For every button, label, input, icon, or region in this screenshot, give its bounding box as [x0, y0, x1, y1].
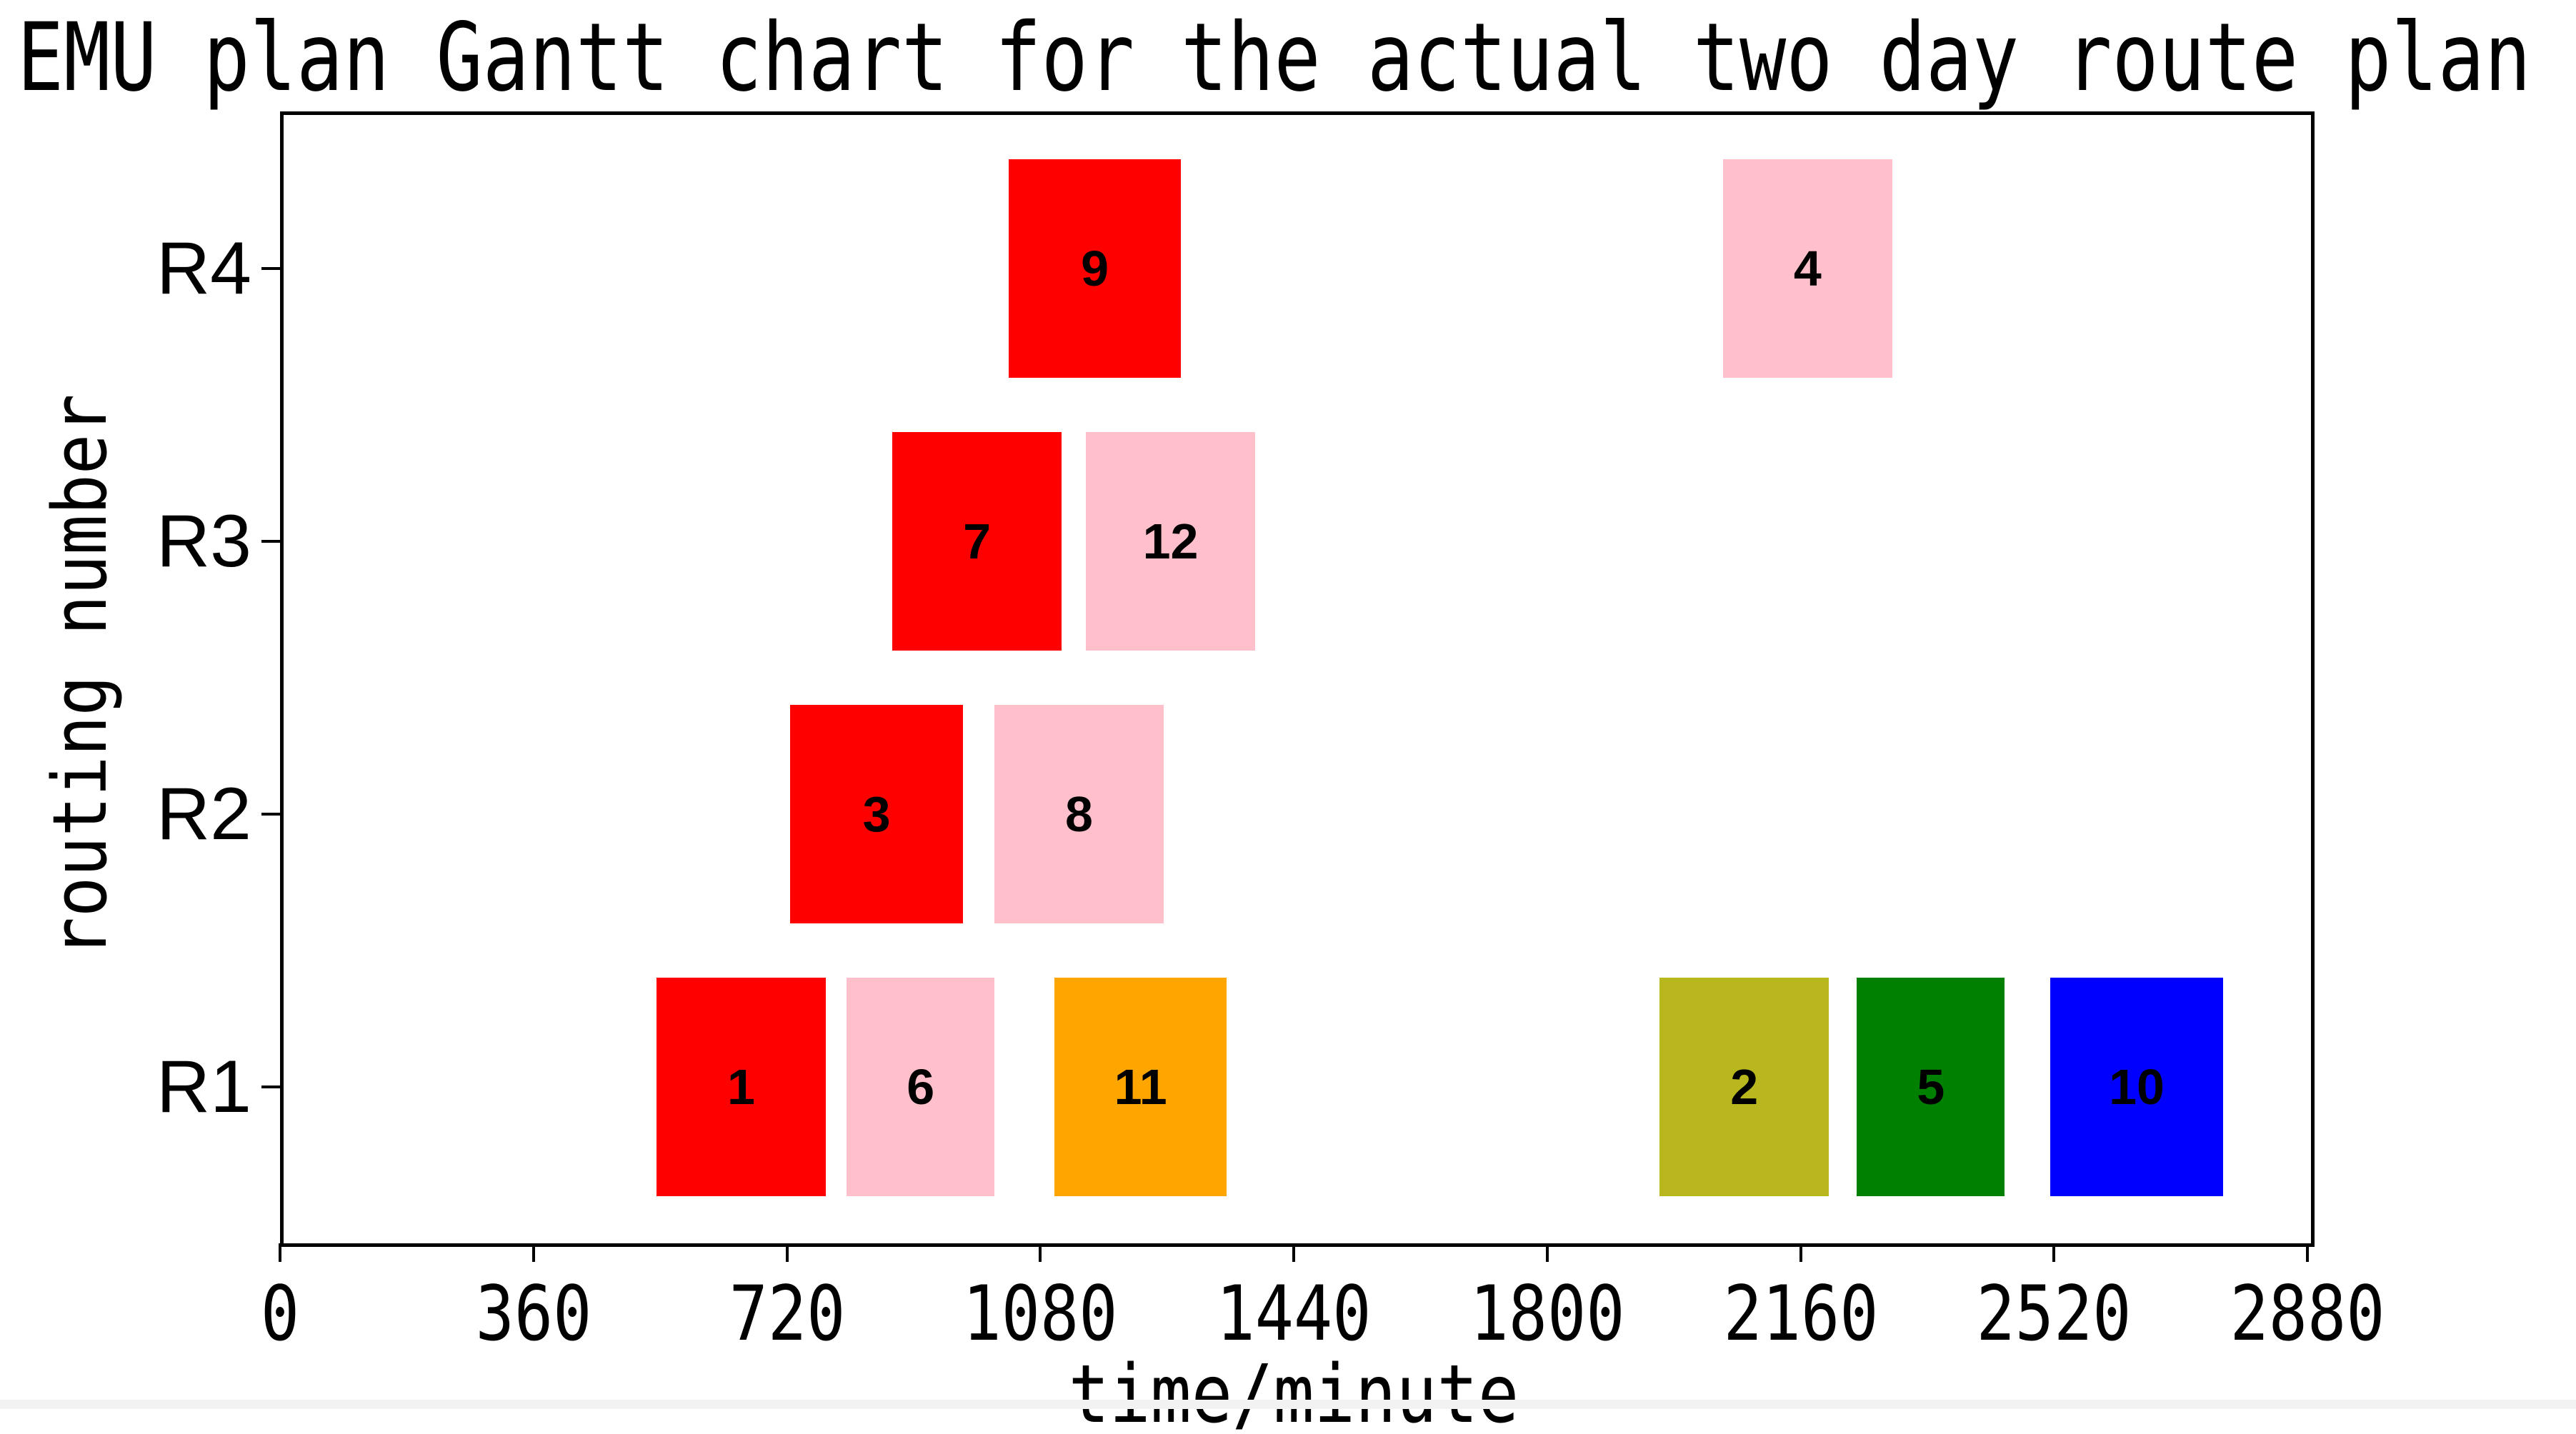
x-tick-mark-2520	[2052, 1243, 2056, 1262]
chart-title: EMU plan Gantt chart for the actual two …	[17, 3, 2531, 113]
y-tick-mark-R3	[261, 540, 280, 543]
x-tick-mark-360	[531, 1243, 535, 1262]
gantt-bar-task-2: 2	[1659, 978, 1829, 1196]
x-tick-label-720: 720	[729, 1270, 845, 1358]
gantt-bar-label: 9	[1081, 241, 1109, 296]
gantt-bar-label: 11	[1114, 1059, 1167, 1115]
y-tick-label-R1: R1	[156, 1046, 251, 1128]
y-tick-mark-R4	[261, 267, 280, 270]
gantt-bar-label: 3	[862, 786, 891, 842]
y-tick-mark-R2	[261, 813, 280, 816]
y-tick-label-R3: R3	[156, 500, 251, 583]
gantt-bar-task-11: 11	[1054, 978, 1227, 1196]
x-tick-label-2520: 2520	[1976, 1270, 2132, 1358]
gantt-bar-task-1: 1	[657, 978, 826, 1196]
y-tick-label-R2: R2	[156, 773, 251, 856]
gantt-bar-task-4: 4	[1723, 159, 1892, 378]
x-tick-mark-720	[785, 1243, 789, 1262]
y-tick-mark-R1	[261, 1085, 280, 1088]
gantt-bar-label: 10	[2109, 1059, 2165, 1115]
x-axis-title: time/minute	[1068, 1348, 1519, 1434]
x-tick-label-1440: 1440	[1216, 1270, 1372, 1358]
gantt-bar-label: 7	[963, 513, 992, 569]
gantt-bar-task-5: 5	[1857, 978, 2005, 1196]
x-tick-label-2160: 2160	[1723, 1270, 1878, 1358]
gantt-bar-label: 1	[727, 1059, 755, 1115]
gantt-bar-task-9: 9	[1008, 159, 1182, 378]
gantt-bar-task-3: 3	[790, 705, 963, 923]
gantt-bar-label: 4	[1793, 241, 1822, 296]
y-tick-label-R4: R4	[156, 227, 251, 310]
gantt-bar-task-10: 10	[2050, 978, 2223, 1196]
gantt-bar-label: 6	[907, 1059, 935, 1115]
x-tick-mark-0	[279, 1243, 281, 1262]
gantt-bar-task-12: 12	[1086, 432, 1255, 651]
gantt-bar-label: 12	[1142, 513, 1199, 569]
gantt-bar-label: 5	[1917, 1059, 1945, 1115]
y-axis-title: routing number	[36, 393, 124, 958]
x-tick-label-360: 360	[475, 1270, 592, 1358]
x-tick-mark-2880	[2306, 1243, 2309, 1262]
x-tick-mark-1800	[1545, 1243, 1549, 1262]
x-tick-mark-1080	[1039, 1243, 1042, 1262]
gantt-bar-task-7: 7	[892, 432, 1062, 651]
x-tick-label-0: 0	[260, 1270, 300, 1358]
x-tick-mark-2160	[1799, 1243, 1802, 1262]
gantt-bar-label: 2	[1730, 1059, 1759, 1115]
x-tick-label-1080: 1080	[962, 1270, 1118, 1358]
x-tick-label-2880: 2880	[2230, 1270, 2385, 1358]
plot-area: 1 6 11 2 5 10 3 8 7 12 9 4	[280, 111, 2315, 1247]
gantt-bar-task-6: 6	[847, 978, 995, 1196]
gantt-bar-label: 8	[1064, 786, 1093, 842]
x-tick-label-1800: 1800	[1469, 1270, 1625, 1358]
bottom-separator-band	[0, 1400, 2576, 1409]
x-tick-mark-1440	[1292, 1243, 1295, 1262]
gantt-bar-task-8: 8	[994, 705, 1164, 923]
